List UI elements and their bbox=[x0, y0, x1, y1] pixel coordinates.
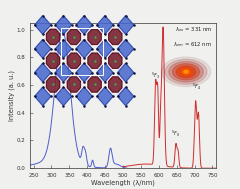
Text: $^5F_3$: $^5F_3$ bbox=[151, 71, 160, 81]
Polygon shape bbox=[118, 87, 134, 106]
Polygon shape bbox=[179, 68, 193, 76]
Polygon shape bbox=[35, 40, 51, 58]
Polygon shape bbox=[67, 53, 80, 68]
Polygon shape bbox=[97, 16, 113, 34]
Polygon shape bbox=[47, 77, 60, 92]
Polygon shape bbox=[169, 61, 203, 82]
Polygon shape bbox=[88, 29, 101, 44]
Polygon shape bbox=[97, 87, 113, 106]
X-axis label: Wavelength (λ/nm): Wavelength (λ/nm) bbox=[91, 180, 155, 186]
Polygon shape bbox=[55, 87, 72, 106]
Polygon shape bbox=[118, 63, 134, 82]
Polygon shape bbox=[35, 87, 51, 106]
Polygon shape bbox=[67, 29, 80, 44]
Polygon shape bbox=[88, 53, 101, 68]
Polygon shape bbox=[47, 29, 60, 44]
Text: $\lambda_{em}$ = 612 nm: $\lambda_{em}$ = 612 nm bbox=[174, 40, 212, 49]
Polygon shape bbox=[55, 63, 72, 82]
Y-axis label: Intensity (a. u.): Intensity (a. u.) bbox=[8, 70, 15, 121]
Polygon shape bbox=[76, 16, 92, 34]
Polygon shape bbox=[97, 63, 113, 82]
Polygon shape bbox=[76, 87, 92, 106]
Polygon shape bbox=[97, 40, 113, 58]
Text: $\lambda_{ex}$ = 331 nm: $\lambda_{ex}$ = 331 nm bbox=[175, 26, 212, 34]
Polygon shape bbox=[109, 53, 122, 68]
Polygon shape bbox=[173, 64, 199, 80]
Polygon shape bbox=[47, 53, 60, 68]
Polygon shape bbox=[182, 70, 190, 74]
Polygon shape bbox=[109, 29, 122, 44]
Polygon shape bbox=[76, 63, 92, 82]
Text: $^5F_4$: $^5F_4$ bbox=[192, 82, 201, 92]
Polygon shape bbox=[67, 77, 80, 92]
Polygon shape bbox=[176, 66, 196, 78]
Polygon shape bbox=[35, 16, 51, 34]
Polygon shape bbox=[88, 77, 101, 92]
Polygon shape bbox=[55, 16, 72, 34]
Polygon shape bbox=[118, 40, 134, 58]
Polygon shape bbox=[109, 77, 122, 92]
Bar bbox=[61, 28, 103, 75]
Polygon shape bbox=[165, 59, 207, 84]
Polygon shape bbox=[161, 57, 211, 87]
Polygon shape bbox=[55, 40, 72, 58]
Polygon shape bbox=[184, 71, 188, 73]
Polygon shape bbox=[35, 63, 51, 82]
Polygon shape bbox=[118, 16, 134, 34]
Polygon shape bbox=[76, 40, 92, 58]
Text: $^5F_0$: $^5F_0$ bbox=[171, 129, 180, 139]
